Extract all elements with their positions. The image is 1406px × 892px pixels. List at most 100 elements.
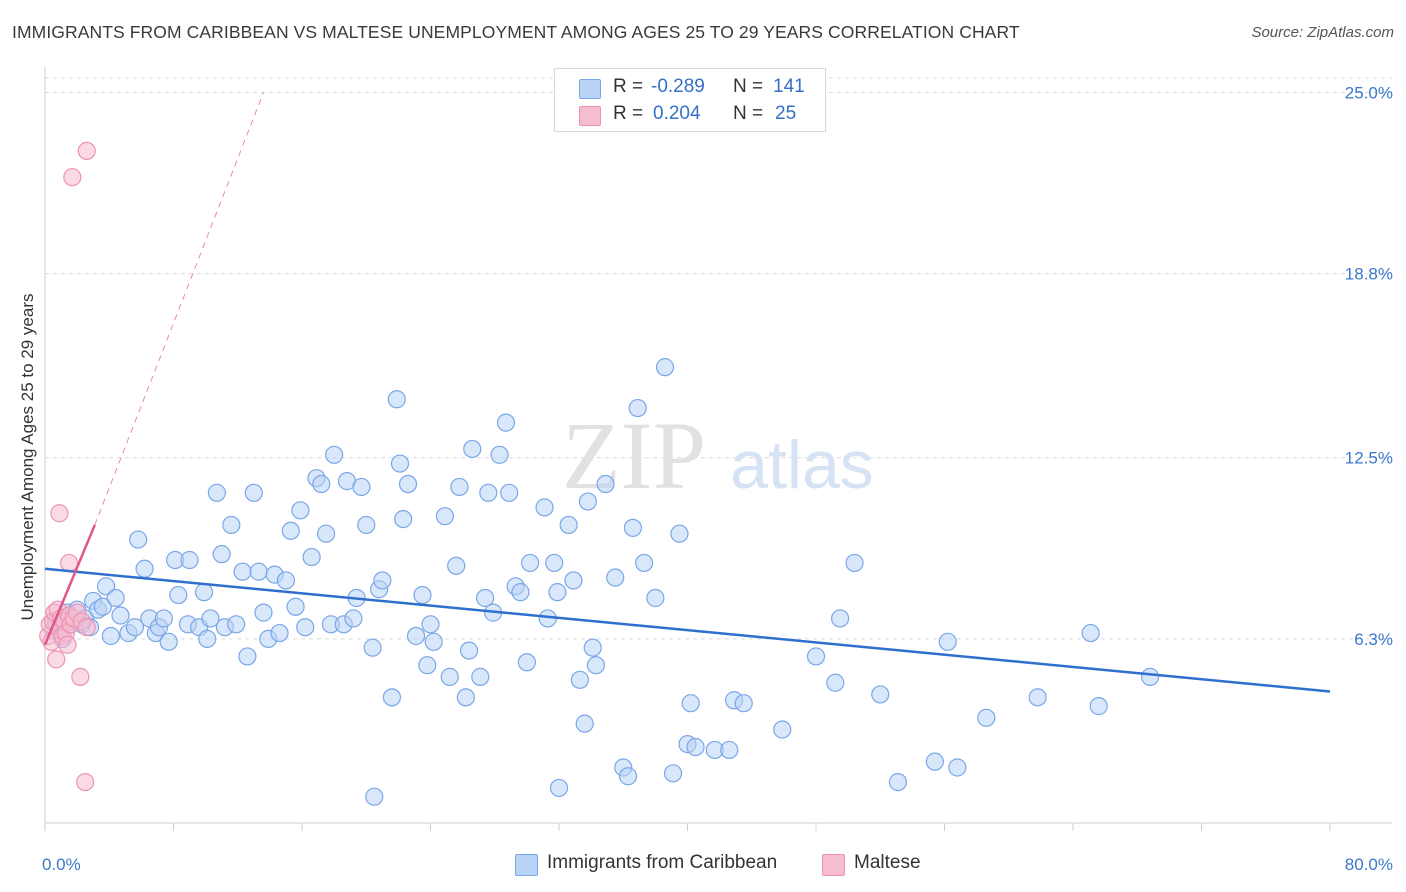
data-point-caribbean [1140,667,1160,686]
data-point-caribbean [549,778,569,798]
data-point-caribbean [365,787,384,806]
data-point-maltese [76,772,95,792]
legend-swatch-caribbean [515,854,538,876]
data-point-caribbean [447,556,466,575]
tick-labels: 6.3% 12.5% 18.8% 25.0% 0.0% 80.0% [42,83,1393,874]
data-point-maltese [47,650,66,669]
data-point-caribbean [871,685,890,704]
data-point-maltese [58,635,77,654]
data-point-caribbean [106,588,125,608]
legend-n-value: 141 [773,76,805,97]
data-point-caribbean [302,547,321,567]
data-point-caribbean [352,477,371,497]
y-tick-label: 25.0% [1345,83,1393,102]
data-point-caribbean [1081,623,1100,643]
data-point-caribbean [586,656,606,675]
data-point-caribbean [249,562,268,581]
data-point-caribbean [154,609,173,628]
data-point-caribbean [212,545,231,564]
data-point-maltese [63,168,82,187]
data-point-caribbean [578,492,598,511]
data-point-caribbean [406,626,426,646]
source-attribution: Source: ZipAtlas.com [1251,24,1394,41]
data-point-caribbean [1028,688,1047,707]
watermark-zip: ZIP [562,402,706,509]
data-point-caribbean [564,571,583,590]
data-point-caribbean [159,632,178,651]
data-point-caribbean [440,667,459,686]
data-point-caribbean [394,509,413,529]
data-point-caribbean [93,597,112,616]
trend-lines [43,92,1331,693]
data-point-maltese [77,618,96,637]
data-point-caribbean [490,445,509,464]
data-point-caribbean [977,708,996,727]
data-point-caribbean [535,498,554,517]
data-point-caribbean [276,571,296,590]
data-point-caribbean [244,483,263,502]
data-point-caribbean [270,623,289,643]
data-point-caribbean [169,585,188,605]
data-point-caribbean [291,501,310,520]
data-point-maltese [50,504,69,523]
data-point-caribbean [316,524,336,543]
data-point-caribbean [623,518,642,537]
data-point-caribbean [373,571,392,590]
data-point-caribbean [471,667,490,686]
data-point-caribbean [635,553,654,573]
data-point-caribbean [606,568,625,587]
data-point-caribbean [681,694,700,713]
data-point-maltese [77,141,96,160]
data-point-caribbean [238,647,257,666]
data-point-caribbean [125,618,145,637]
data-point-caribbean [96,577,116,596]
trend-line-maltese [43,524,96,646]
data-point-caribbean [233,562,252,581]
data-point-caribbean [312,474,331,494]
data-point-caribbean [646,588,665,608]
data-point-caribbean [198,629,217,649]
trend-line-caribbean [44,567,1331,693]
data-point-caribbean [129,530,148,549]
data-point-caribbean [286,597,305,616]
legend-label-maltese: Maltese [854,852,921,873]
data-point-caribbean [830,609,850,628]
data-point-caribbean [596,474,615,494]
data-point-caribbean [459,641,479,660]
data-point-caribbean [413,585,432,605]
data-point-caribbean [888,772,908,792]
data-point-caribbean [734,694,753,713]
data-point-caribbean [479,483,498,502]
legend-label-caribbean: Immigrants from Caribbean [547,852,778,873]
data-point-caribbean [227,615,246,634]
data-point-caribbean [655,358,675,377]
data-point-caribbean [559,515,578,535]
legend-n-label: N = [733,103,764,124]
y-tick-label: 18.8% [1345,265,1393,284]
data-point-caribbean [424,632,443,651]
data-point-caribbean [421,615,440,634]
legend-r-label: R = [613,103,644,124]
data-point-caribbean [382,688,402,707]
legend-r-value: 0.204 [653,103,701,124]
data-point-caribbean [618,767,638,786]
data-point-caribbean [463,439,482,459]
data-point-caribbean [398,474,418,494]
data-point-caribbean [357,515,376,535]
data-point-caribbean [111,606,130,625]
data-point-caribbean [570,670,589,689]
gridlines [45,77,1392,640]
data-point-caribbean [575,714,594,733]
data-point-caribbean [845,553,864,573]
y-tick-label: 12.5% [1345,449,1393,468]
data-point-caribbean [101,626,120,646]
maltese-points [39,141,96,792]
data-point-caribbean [806,647,826,666]
data-point-caribbean [938,632,957,651]
legend-swatch-caribbean [579,79,601,99]
data-point-caribbean [663,764,683,783]
data-point-caribbean [387,390,406,409]
data-point-caribbean [418,656,437,675]
data-point-caribbean [476,588,495,608]
